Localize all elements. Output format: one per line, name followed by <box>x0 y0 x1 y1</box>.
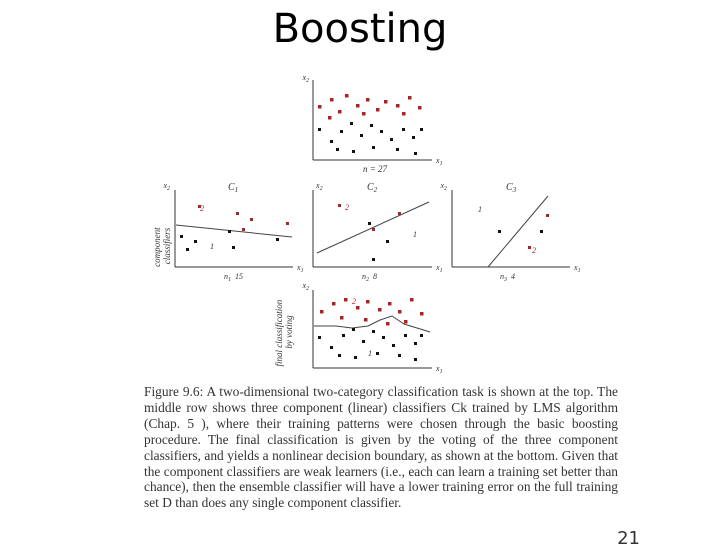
right-plot-title: C3 <box>506 182 517 194</box>
svg-text:1: 1 <box>413 230 417 239</box>
bottom-plot: x2 x1 2 1 <box>301 281 442 375</box>
svg-text:2: 2 <box>532 246 536 255</box>
top-plot-black-points <box>318 122 423 155</box>
page-number: 21 <box>617 528 640 549</box>
right-plot-n: n3 4 <box>500 272 515 283</box>
svg-text:x1: x1 <box>435 364 443 375</box>
right-plot: x2 x1 C3 n3 4 1 2 <box>439 181 580 283</box>
middle-plot-n: n2 8 <box>362 272 377 283</box>
middle-plot: x2 x1 C2 n2 8 2 1 <box>312 181 443 283</box>
svg-text:2: 2 <box>345 203 349 212</box>
svg-text:2: 2 <box>352 297 356 306</box>
caption-lead: Figure 9.6: <box>144 384 204 399</box>
top-plot-red-points <box>318 94 422 120</box>
top-plot-x-label: x1 <box>435 156 443 167</box>
svg-text:2: 2 <box>200 204 204 213</box>
right-plot-boundary <box>487 195 549 268</box>
caption-text: A two-dimensional two-category classific… <box>144 384 618 511</box>
slide-title: Boosting <box>272 6 448 52</box>
middle-plot-boundary <box>316 201 430 254</box>
middle-plot-title: C2 <box>367 182 378 194</box>
svg-text:x1: x1 <box>573 263 581 274</box>
svg-text:x2: x2 <box>162 181 170 192</box>
svg-text:1: 1 <box>368 349 372 358</box>
row-label-component: component classifiers <box>152 225 172 267</box>
svg-text:x1: x1 <box>435 263 443 274</box>
svg-text:x2: x2 <box>315 181 323 192</box>
left-plot: x2 x1 C1 n1 15 2 1 <box>162 181 303 283</box>
svg-text:x1: x1 <box>296 263 304 274</box>
left-plot-boundary <box>175 224 293 238</box>
svg-text:1: 1 <box>478 205 482 214</box>
svg-text:x2: x2 <box>439 181 447 192</box>
top-plot-n-label: n = 27 <box>363 164 388 174</box>
left-plot-title: C1 <box>228 182 238 194</box>
row-label-final: final classification by voting <box>274 298 294 367</box>
svg-text:1: 1 <box>210 242 214 251</box>
figure-caption: Figure 9.6: A two-dimensional two-catego… <box>144 384 618 511</box>
top-plot: x2 x1 n = 27 <box>301 73 442 174</box>
bottom-plot-boundary <box>314 315 431 333</box>
left-plot-n: n1 15 <box>224 272 243 283</box>
svg-text:x2: x2 <box>301 281 309 292</box>
top-plot-y-label: x2 <box>301 73 309 84</box>
